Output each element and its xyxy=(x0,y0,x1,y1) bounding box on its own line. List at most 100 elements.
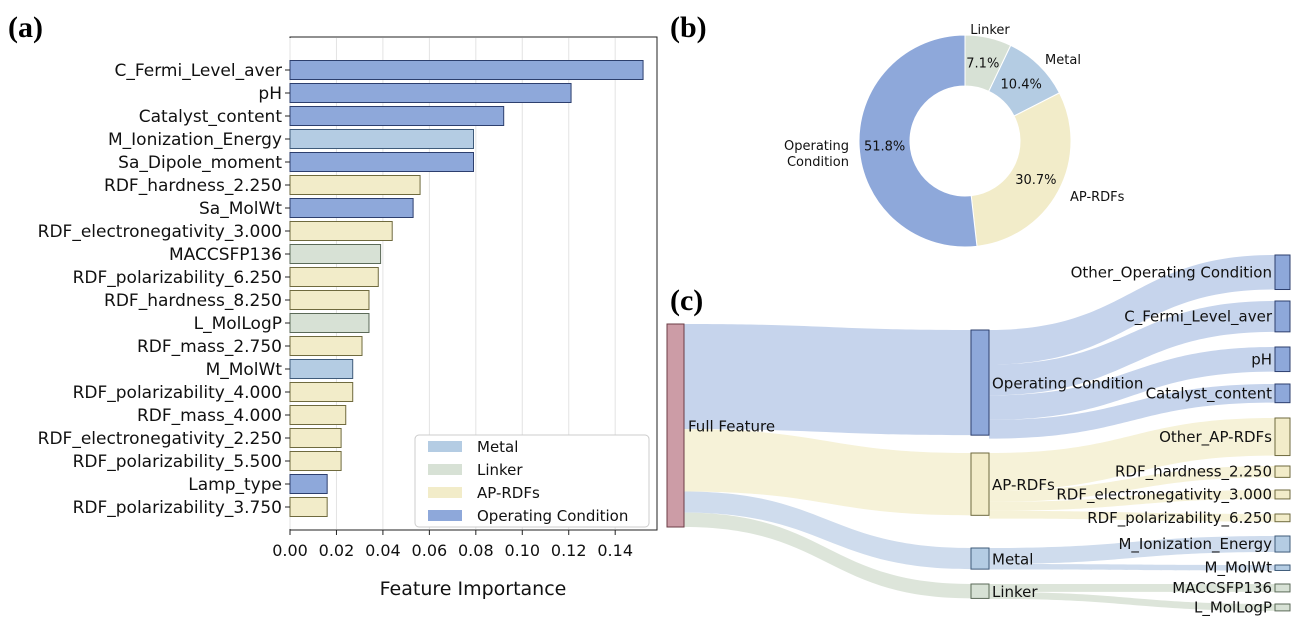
bar xyxy=(289,221,393,241)
sankey-flow xyxy=(989,418,1275,491)
bar xyxy=(289,428,342,448)
sankey-leaf-node xyxy=(1274,465,1291,478)
sankey-leaf-label: M_Ionization_Energy xyxy=(1118,535,1272,554)
bar-category-label: RDF_electronegativity_2.250 xyxy=(38,429,282,449)
donut-slice-label: Metal xyxy=(1045,53,1081,68)
x-tick-label: 0.04 xyxy=(365,541,401,560)
legend-swatch xyxy=(428,510,462,521)
bar-category-label: RDF_polarizability_4.000 xyxy=(73,383,282,403)
donut-slice-pct: 30.7% xyxy=(1015,173,1056,188)
sankey-flow xyxy=(989,591,1275,611)
sankey-group-label: Metal xyxy=(992,551,1033,569)
sankey-flow xyxy=(989,466,1275,502)
sankey-leaf-node xyxy=(1274,254,1291,291)
bar-category-label: M_Ionization_Energy xyxy=(108,130,282,150)
sankey-flow xyxy=(989,536,1275,565)
bar xyxy=(289,106,505,126)
x-tick-label: 0.10 xyxy=(504,541,540,560)
bar-category-label: RDF_polarizability_5.500 xyxy=(73,452,282,472)
bar-category-label: RDF_hardness_2.250 xyxy=(104,176,282,196)
x-tick-label: 0.14 xyxy=(597,541,633,560)
sankey-leaf-label: L_MolLogP xyxy=(1194,598,1272,617)
sankey-flow xyxy=(989,384,1275,439)
bar xyxy=(289,313,370,333)
sankey-leaf-label: MACCSFP136 xyxy=(1172,579,1272,597)
bar xyxy=(289,175,421,195)
bar xyxy=(289,83,572,103)
bar-category-label: L_MolLogP xyxy=(194,314,282,334)
sankey-leaf-node xyxy=(1274,603,1291,612)
legend-swatch xyxy=(428,487,462,498)
legend-entry: Linker xyxy=(477,461,523,479)
sankey-flow xyxy=(684,324,971,436)
donut-slice-label: Operating Condition xyxy=(784,139,849,170)
x-tick-label: 0.02 xyxy=(319,541,355,560)
bar-category-label: Sa_Dipole_moment xyxy=(118,153,282,173)
bar-category-label: RDF_mass_4.000 xyxy=(137,406,282,426)
bar-category-label: RDF_hardness_8.250 xyxy=(104,291,282,311)
panel-b-letter: (b) xyxy=(670,11,707,44)
bar-legend: Metal Linker AP-RDFs Operating Condition xyxy=(414,434,650,528)
sankey-leaf-node xyxy=(1274,564,1291,571)
bar xyxy=(289,152,474,172)
legend-entry: Operating Condition xyxy=(477,507,628,525)
sankey-leaf-node xyxy=(1274,535,1291,553)
sankey-group-node xyxy=(970,452,990,516)
bar xyxy=(289,267,379,287)
bar-x-tick-labels: 0.00 0.02 0.04 0.06 0.08 0.10 0.12 0.14 xyxy=(272,530,633,560)
sankey-leaf-node xyxy=(1274,489,1291,500)
sankey-flow xyxy=(989,490,1275,511)
sankey-group-node xyxy=(970,547,990,570)
donut-slice-pct: 51.8% xyxy=(864,140,905,155)
bar-chart: C_Fermi_Level_aver pH Catalyst_content M_Io… xyxy=(38,36,658,600)
donut-slice xyxy=(970,92,1072,247)
bar xyxy=(289,60,644,80)
panel-a-letter: (a) xyxy=(8,11,43,44)
bar-category-label: pH xyxy=(258,84,282,104)
sankey-flow xyxy=(684,429,971,516)
bar-category-label: RDF_electronegativity_3.000 xyxy=(38,222,282,242)
bar xyxy=(289,474,328,494)
bar-category-label: Sa_MolWt xyxy=(199,199,282,219)
bar-category-label: RDF_mass_2.750 xyxy=(137,337,282,357)
sankey-leaf-label: RDF_hardness_2.250 xyxy=(1115,463,1272,482)
donut-slice xyxy=(858,34,978,248)
legend-box xyxy=(414,434,650,528)
bar-category-label: Lamp_type xyxy=(188,475,282,495)
legend-swatch xyxy=(428,441,462,452)
bar xyxy=(289,451,342,471)
bar-category-labels: C_Fermi_Level_aver pH Catalyst_content M_Io… xyxy=(38,61,290,518)
bar-series xyxy=(289,60,644,517)
bar xyxy=(289,129,474,149)
sankey-flow xyxy=(989,584,1275,592)
sankey-group-node xyxy=(970,329,990,436)
sankey-flow xyxy=(989,347,1275,420)
bar-category-label: RDF_polarizability_3.750 xyxy=(73,498,282,518)
bar xyxy=(289,198,414,218)
sankey-leaf-label: C_Fermi_Level_aver xyxy=(1124,307,1273,326)
legend-entry: Metal xyxy=(477,438,518,456)
sankey-flow xyxy=(684,491,971,570)
donut-slice-pct: 10.4% xyxy=(1001,77,1042,92)
bar xyxy=(289,290,370,310)
sankey-group-node xyxy=(970,583,990,599)
sankey-leaf-node xyxy=(1274,346,1291,373)
bar-x-axis-label: Feature Importance xyxy=(380,578,567,600)
sankey-diagram: Full Feature Operating Condition AP-RDFs Me… xyxy=(666,254,1291,617)
donut-slice-label: AP-RDFs xyxy=(1070,190,1125,205)
sankey-source-label: Full Feature xyxy=(688,418,775,436)
donut-slice-label: Linker xyxy=(970,23,1010,38)
sankey-flow xyxy=(684,512,971,599)
sankey-leaf-label: Catalyst_content xyxy=(1146,384,1273,403)
x-tick-label: 0.12 xyxy=(551,541,587,560)
bar xyxy=(289,359,354,379)
panel-c-letter: (c) xyxy=(670,284,703,317)
bar xyxy=(289,244,382,264)
bar-category-label: MACCSFP136 xyxy=(169,245,282,265)
sankey-leaf-node xyxy=(1274,300,1291,333)
legend-swatch xyxy=(428,464,462,475)
bar-category-label: RDF_polarizability_6.250 xyxy=(73,268,282,288)
donut-chart: 7.1% Linker 10.4%Metal 30.7% AP-RDFs 51.8% Ope… xyxy=(784,23,1125,248)
bar-category-label: C_Fermi_Level_aver xyxy=(115,61,282,81)
